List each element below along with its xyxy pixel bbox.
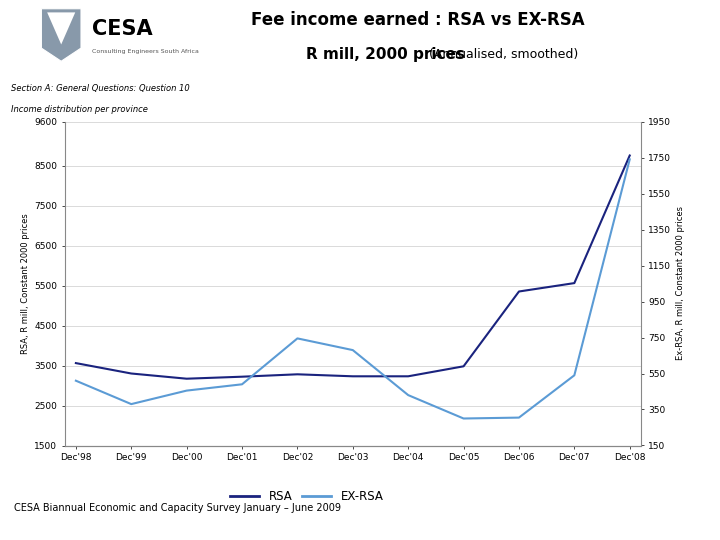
- Text: R mill, 2000 prices: R mill, 2000 prices: [306, 47, 464, 62]
- Polygon shape: [48, 12, 76, 44]
- Text: (Annualised, smoothed): (Annualised, smoothed): [429, 48, 579, 61]
- Polygon shape: [42, 9, 81, 61]
- Text: Fee income earned : RSA vs EX-RSA: Fee income earned : RSA vs EX-RSA: [251, 11, 585, 29]
- Text: Income distribution per province: Income distribution per province: [11, 105, 148, 113]
- Text: CESA Biannual Economic and Capacity Survey January – June 2009: CESA Biannual Economic and Capacity Surv…: [14, 503, 341, 513]
- Text: CESA: CESA: [92, 19, 153, 39]
- Y-axis label: RSA, R mill, Constant 2000 prices: RSA, R mill, Constant 2000 prices: [21, 213, 30, 354]
- Text: Consulting Engineers South Africa: Consulting Engineers South Africa: [92, 49, 199, 53]
- Text: Section A: General Questions: Question 10: Section A: General Questions: Question 1…: [11, 84, 189, 93]
- Legend: RSA, EX-RSA: RSA, EX-RSA: [225, 485, 388, 508]
- Y-axis label: Ex-RSA, R mill, Constant 2000 prices: Ex-RSA, R mill, Constant 2000 prices: [675, 206, 685, 361]
